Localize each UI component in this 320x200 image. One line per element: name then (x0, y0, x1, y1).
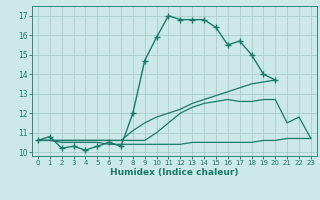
X-axis label: Humidex (Indice chaleur): Humidex (Indice chaleur) (110, 168, 239, 177)
